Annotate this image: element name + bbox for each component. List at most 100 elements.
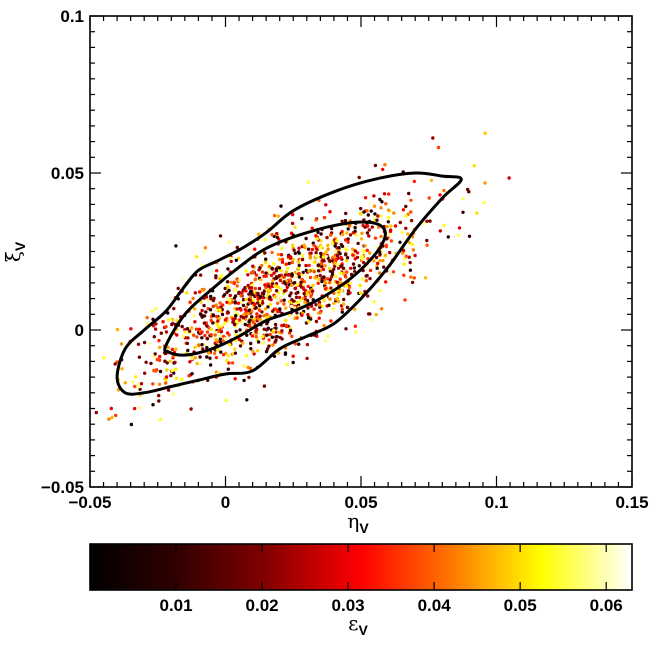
data-point bbox=[234, 288, 238, 292]
data-point bbox=[49, 391, 52, 394]
data-point bbox=[231, 317, 235, 321]
data-point bbox=[368, 312, 372, 316]
data-point bbox=[245, 333, 249, 337]
data-point bbox=[285, 362, 289, 367]
data-point bbox=[386, 208, 391, 212]
data-point bbox=[185, 327, 190, 331]
data-point bbox=[384, 244, 389, 249]
data-point bbox=[172, 361, 176, 365]
data-point bbox=[172, 306, 176, 311]
data-point bbox=[277, 274, 282, 278]
data-point bbox=[204, 310, 208, 314]
data-point bbox=[257, 232, 261, 236]
data-point bbox=[404, 254, 408, 258]
data-point bbox=[217, 329, 221, 333]
data-point bbox=[260, 263, 264, 268]
y-tick-label: 0.1 bbox=[60, 7, 84, 26]
data-point bbox=[340, 219, 344, 223]
data-point bbox=[229, 280, 233, 284]
data-point bbox=[200, 315, 204, 319]
data-point bbox=[323, 339, 328, 343]
data-point bbox=[250, 334, 255, 338]
data-point bbox=[164, 375, 169, 379]
data-point bbox=[115, 327, 120, 332]
data-point bbox=[216, 306, 220, 310]
data-point bbox=[274, 284, 278, 288]
data-point bbox=[438, 229, 442, 233]
data-point bbox=[237, 318, 242, 322]
data-point bbox=[166, 345, 170, 349]
data-point bbox=[333, 264, 337, 268]
data-point bbox=[457, 226, 462, 230]
data-point bbox=[389, 228, 393, 232]
data-point bbox=[309, 304, 314, 308]
data-point bbox=[232, 281, 236, 286]
data-point bbox=[263, 251, 267, 255]
data-point bbox=[254, 273, 259, 277]
data-point bbox=[308, 291, 313, 296]
data-point bbox=[285, 285, 289, 289]
data-point bbox=[274, 269, 279, 273]
data-point bbox=[378, 258, 382, 263]
data-point bbox=[214, 330, 218, 335]
data-point bbox=[287, 261, 291, 266]
data-point bbox=[291, 354, 295, 358]
data-point bbox=[372, 300, 376, 304]
data-point bbox=[338, 252, 342, 256]
data-point bbox=[322, 215, 327, 220]
data-point bbox=[219, 274, 224, 278]
data-point bbox=[253, 303, 257, 307]
data-point bbox=[338, 277, 342, 281]
data-point bbox=[199, 361, 203, 365]
data-point bbox=[366, 294, 370, 298]
data-point bbox=[219, 350, 223, 354]
data-point bbox=[203, 333, 207, 338]
data-point bbox=[389, 224, 393, 228]
data-point bbox=[378, 288, 382, 293]
data-point bbox=[353, 324, 357, 328]
data-point bbox=[379, 214, 383, 218]
data-point bbox=[310, 289, 315, 293]
data-point bbox=[320, 279, 324, 284]
plot-frame bbox=[89, 15, 633, 488]
data-point bbox=[203, 246, 208, 250]
data-point bbox=[239, 294, 243, 298]
data-point bbox=[133, 375, 138, 379]
data-point bbox=[312, 270, 316, 274]
data-point bbox=[273, 322, 278, 327]
data-point bbox=[365, 209, 369, 213]
data-point bbox=[191, 296, 195, 301]
data-point bbox=[412, 276, 416, 280]
data-point bbox=[185, 341, 190, 346]
data-point bbox=[205, 330, 210, 334]
data-point bbox=[363, 196, 368, 200]
data-point bbox=[170, 347, 175, 352]
data-point bbox=[226, 354, 230, 358]
data-point bbox=[404, 226, 408, 230]
data-point bbox=[297, 271, 301, 276]
data-point bbox=[338, 271, 343, 275]
data-point bbox=[284, 262, 288, 266]
data-point bbox=[216, 348, 220, 352]
data-point bbox=[214, 355, 219, 360]
data-point bbox=[348, 224, 352, 228]
data-point bbox=[275, 235, 280, 240]
data-point bbox=[318, 303, 322, 307]
data-point bbox=[472, 164, 476, 168]
data-point bbox=[277, 257, 282, 262]
data-point bbox=[323, 281, 328, 286]
data-point bbox=[270, 266, 274, 270]
data-point bbox=[301, 270, 305, 275]
data-point bbox=[351, 247, 355, 251]
data-point bbox=[223, 318, 228, 322]
data-point bbox=[136, 342, 141, 346]
data-point bbox=[250, 315, 254, 319]
data-point bbox=[225, 331, 230, 335]
data-point bbox=[368, 276, 372, 281]
data-point bbox=[241, 316, 246, 320]
data-point bbox=[271, 309, 275, 313]
data-point bbox=[214, 337, 218, 342]
data-point bbox=[187, 374, 191, 378]
data-point bbox=[272, 213, 277, 218]
y-tick-label: 0.05 bbox=[51, 164, 84, 183]
